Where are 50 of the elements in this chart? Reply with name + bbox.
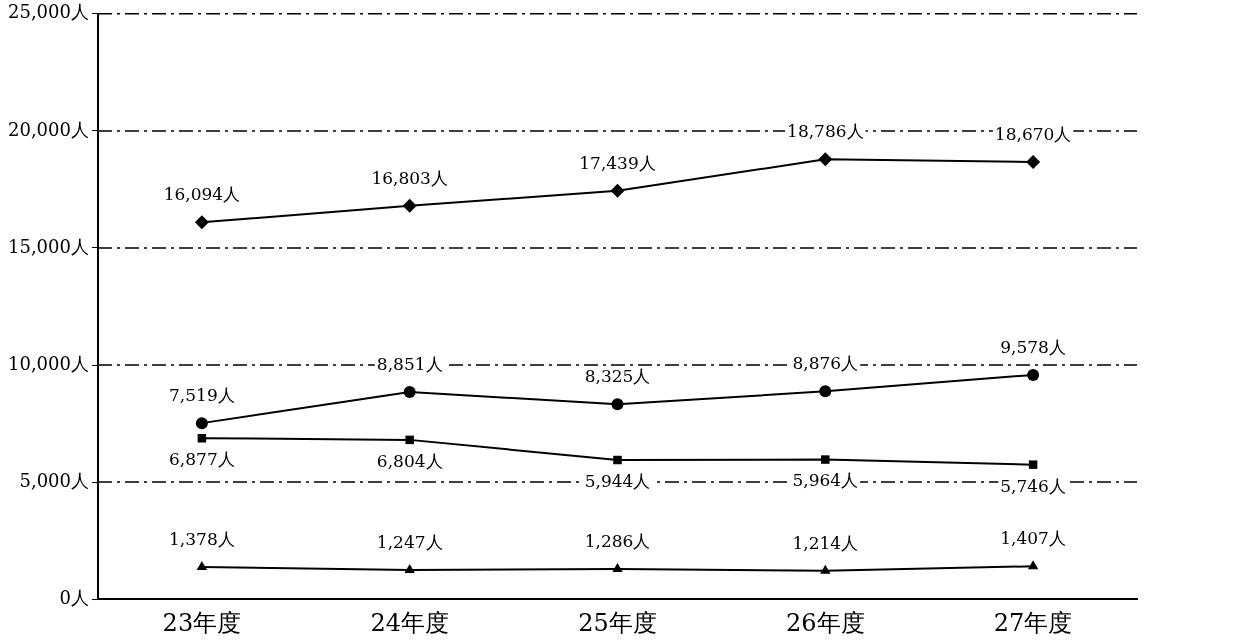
data-label: 9,578人 [1000, 336, 1066, 357]
point [818, 152, 833, 167]
y-tick-label: 5,000人 [19, 469, 89, 491]
point [404, 564, 415, 573]
data-label: 18,670人 [994, 123, 1072, 144]
data-label: 1,247人 [376, 531, 443, 552]
x-tick-label: 26年度 [786, 608, 865, 637]
data-label: 6,877人 [169, 449, 235, 470]
data-label: 17,439人 [579, 152, 656, 173]
point [611, 398, 624, 411]
point [194, 215, 209, 230]
point [405, 435, 414, 445]
point [403, 385, 416, 398]
point [402, 198, 417, 213]
point [196, 560, 208, 570]
point [613, 455, 622, 465]
data-label: 8,325人 [584, 366, 651, 387]
x-tick-label: 23年度 [162, 608, 242, 637]
data-label: 5,964人 [792, 470, 859, 491]
data-label: 16,094人 [163, 184, 241, 205]
data-label: 7,519人 [169, 385, 235, 406]
y-tick-label: 20,000人 [8, 118, 89, 140]
point [610, 183, 625, 198]
y-tick-label: 10,000人 [8, 352, 89, 374]
point [1027, 560, 1039, 570]
data-label: 1,214人 [792, 532, 859, 553]
y-tick-label: 0人 [59, 586, 89, 608]
point [821, 455, 830, 464]
data-label: 8,876人 [792, 353, 859, 374]
data-label: 1,286人 [584, 531, 651, 552]
data-label: 5,746人 [1000, 475, 1066, 496]
data-label: 1,378人 [169, 528, 235, 549]
x-tick-label: 25年度 [578, 608, 657, 637]
point [612, 563, 623, 573]
y-tick-label: 25,000人 [8, 1, 89, 23]
data-label: 1,407人 [1000, 528, 1066, 549]
data-label: 16,803人 [371, 167, 448, 188]
data-label: 6,804人 [376, 450, 443, 471]
point [820, 564, 831, 574]
point [1026, 155, 1041, 170]
data-label: 18,786人 [787, 121, 864, 142]
point [1028, 460, 1038, 469]
point [1027, 368, 1040, 381]
x-tick-label: 27年度 [993, 608, 1073, 637]
point [195, 417, 208, 430]
data-label: 5,944人 [584, 470, 651, 491]
x-tick-label: 24年度 [370, 608, 449, 637]
point [819, 385, 832, 398]
y-tick-label: 15,000人 [8, 235, 89, 257]
data-label: 8,851人 [376, 353, 443, 374]
